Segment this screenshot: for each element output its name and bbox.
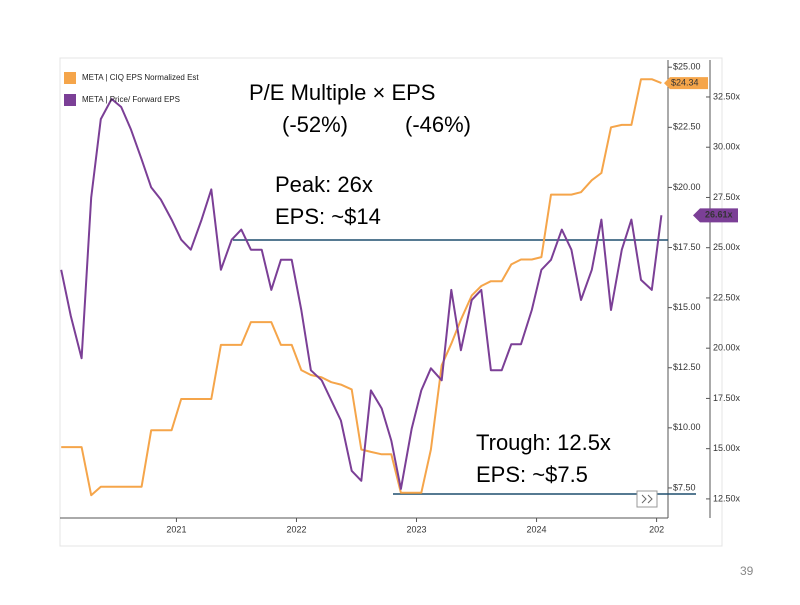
- y2-tick-label: 30.00x: [713, 142, 741, 152]
- y-tick-label: $12.50: [673, 362, 701, 372]
- annotation: P/E Multiple × EPS: [249, 80, 435, 105]
- y-tick-label: $17.50: [673, 242, 701, 252]
- x-tick-label: 2022: [286, 524, 306, 534]
- y-tick-label: $20.00: [673, 182, 701, 192]
- y2-tick-label: 15.00x: [713, 443, 741, 453]
- series-line: [61, 78, 662, 497]
- y2-tick-label: 12.50x: [713, 493, 741, 503]
- y2-tick-label: 32.50x: [713, 91, 741, 101]
- annotation: Peak: 26x: [275, 172, 373, 197]
- legend-swatch: [64, 94, 76, 106]
- x-tick-label: 2023: [407, 524, 427, 534]
- series-line: [60, 98, 663, 490]
- y2-tick-label: 17.50x: [713, 393, 741, 403]
- end-label: $24.34: [671, 77, 699, 87]
- annotation: (-52%): [282, 112, 348, 137]
- y2-tick-label: 27.50x: [713, 192, 741, 202]
- chart-panel: [59, 57, 723, 547]
- end-label: 26.61x: [705, 210, 733, 220]
- x-tick-label: 2021: [166, 524, 186, 534]
- end-badge: [693, 208, 738, 223]
- annotation: EPS: ~$7.5: [476, 462, 588, 487]
- y-tick-label: $7.50: [673, 482, 696, 492]
- y-tick-label: $22.50: [673, 122, 701, 132]
- y2-tick-label: 25.00x: [713, 242, 741, 252]
- x-tick-label: 2024: [527, 524, 547, 534]
- end-badge: [664, 77, 708, 90]
- annotation: Trough: 12.5x: [476, 430, 611, 455]
- y-tick-label: $10.00: [673, 422, 701, 432]
- page-number: 39: [740, 564, 754, 578]
- y-tick-label: $15.00: [673, 302, 701, 312]
- annotation: (-46%): [405, 112, 471, 137]
- annotation: EPS: ~$14: [275, 204, 381, 229]
- y-tick-label: $25.00: [673, 62, 701, 72]
- legend-label: META | CIQ EPS Normalized Est: [82, 73, 199, 82]
- x-tick-label: 202: [649, 524, 664, 534]
- scroll-icon: [641, 494, 653, 504]
- legend-label: META | Price/ Forward EPS: [82, 95, 180, 104]
- y2-tick-label: 22.50x: [713, 292, 741, 302]
- scroll-button[interactable]: [636, 490, 658, 508]
- y2-tick-label: 20.00x: [713, 343, 741, 353]
- legend-swatch: [64, 72, 76, 84]
